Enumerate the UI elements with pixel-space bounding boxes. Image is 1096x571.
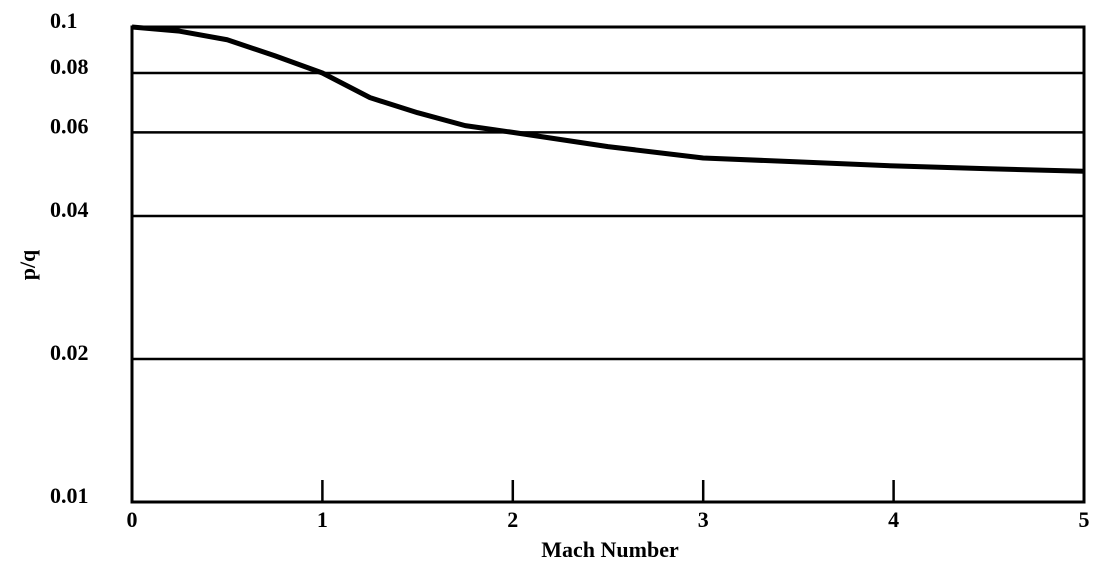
- y-axis-label: p/q: [15, 249, 40, 280]
- x-tick-label: 3: [698, 507, 709, 532]
- y-tick-label: 0.08: [50, 54, 89, 79]
- y-tick-label: 0.01: [50, 483, 89, 508]
- x-tick-label: 5: [1079, 507, 1090, 532]
- plot-frame: [130, 25, 1086, 504]
- y-tick-label: 0.1: [50, 8, 78, 33]
- x-tick-label: 0: [127, 507, 138, 532]
- x-tick-label: 4: [888, 507, 899, 532]
- y-tick-label: 0.02: [50, 340, 89, 365]
- x-axis-label: Mach Number: [541, 537, 679, 562]
- y-tick-label: 0.04: [50, 197, 89, 222]
- x-tick-label: 2: [507, 507, 518, 532]
- y-tick-label: 0.06: [50, 113, 89, 138]
- line-series: [131, 24, 1085, 174]
- x-tick-label: 1: [317, 507, 328, 532]
